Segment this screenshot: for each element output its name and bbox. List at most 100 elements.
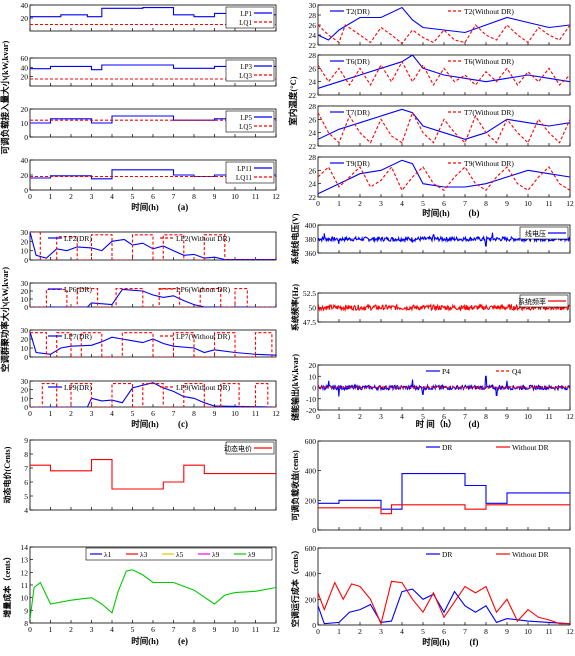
y-tick-label: 30	[21, 279, 29, 288]
x-tick-label: 4	[400, 627, 404, 636]
series-group	[318, 580, 570, 625]
legend-box	[519, 226, 569, 240]
x-tick-label: 3	[379, 199, 383, 208]
y-tick-label: 20	[21, 287, 29, 296]
y-tick-label: 20	[21, 171, 29, 180]
subplot-f-1: 0 200 400 600 可调负载收益(cents) DR Without DR	[290, 437, 571, 535]
series-line	[318, 303, 570, 312]
y-tick-label: 26	[309, 21, 317, 30]
x-tick-label: 0	[28, 409, 32, 418]
x-tick-label: 11	[545, 627, 552, 636]
legend-label: LP7(Without DR)	[176, 332, 231, 341]
y-tick-label: 20	[21, 335, 29, 344]
x-tick-label: 0	[28, 625, 32, 634]
y-tick-label: 9	[24, 606, 28, 615]
x-tick-label: 12	[272, 625, 280, 634]
series-group	[318, 473, 570, 515]
y-tick-label: 20	[21, 386, 29, 395]
series-line	[30, 232, 276, 260]
x-tick-label: 9	[505, 412, 509, 421]
x-tick-label: 2	[69, 625, 73, 634]
x-tick-label: 4	[110, 409, 114, 418]
y-tick-label: 8	[24, 450, 28, 459]
y-axis-label: 储能输出(kW,kvar)	[290, 354, 300, 422]
x-tick-label: 2	[358, 627, 362, 636]
legend-box	[519, 294, 569, 308]
x-tick-label: 9	[213, 192, 217, 201]
legend: T7(DR) T7(Without DR)	[330, 108, 514, 117]
series-line	[318, 473, 570, 510]
panel-label: (f)	[470, 637, 479, 647]
panel-a: 2040LP1LQ1204060LP3LQ301020LP5LQ502040LP…	[0, 1, 280, 212]
y-tick-label: 24	[309, 180, 317, 189]
x-tick-label: 0	[316, 199, 320, 208]
series-line	[318, 108, 570, 140]
legend-label: Q4	[512, 367, 521, 376]
legend: DR Without DR	[426, 550, 549, 559]
series-group	[30, 569, 276, 620]
legend-label: DR	[442, 443, 452, 452]
y-tick-label: 10	[21, 119, 29, 128]
x-tick-label: 9	[213, 409, 217, 418]
series-line	[318, 159, 570, 195]
y-tick-label: 40	[21, 63, 29, 72]
legend-label: 系统频率	[518, 297, 546, 306]
legend: P4 Q4	[426, 367, 521, 376]
legend-box	[225, 6, 275, 29]
y-tick-label: 6	[24, 478, 28, 487]
subplot-e-2: 8 9 10 11 12 13 14 增量成本（cents） λ1 λ3 λ5 λ9 λ9	[2, 543, 277, 628]
series-line	[30, 232, 276, 260]
series-line	[318, 384, 570, 390]
legend-box	[225, 441, 275, 455]
y-tick-label: 10	[21, 344, 29, 353]
y-tick-label: -20	[306, 406, 316, 415]
y-tick-label: 13	[21, 556, 29, 565]
legend-label: LP2(Without DR)	[176, 234, 231, 243]
y-tick-label: 0	[24, 186, 28, 195]
x-tick-label: 5	[131, 625, 135, 634]
series-line	[30, 64, 276, 71]
x-tick-label: 10	[231, 409, 239, 418]
legend-label: T9(DR)	[346, 159, 370, 168]
y-tick-label: 7	[24, 464, 28, 473]
y-tick-label: 30	[21, 377, 29, 386]
x-tick-label: 1	[49, 625, 53, 634]
x-tick-label: 11	[545, 199, 552, 208]
x-tick-label: 7	[463, 412, 467, 421]
legend-box	[85, 547, 273, 561]
y-axis-label: 动态电价(Cents)	[2, 446, 12, 503]
y-tick-label: 28	[309, 102, 317, 111]
x-tick-label: 4	[110, 192, 114, 201]
y-tick-label: 47.5	[303, 318, 316, 327]
y-tick-label: 28	[309, 11, 317, 20]
y-tick-label: 30	[21, 228, 29, 237]
x-tick-label: 0	[316, 627, 320, 636]
y-axis-label: 可调负载收益(cents)	[290, 450, 300, 521]
y-tick-label: 52.5	[303, 289, 316, 298]
y-axis-label: 空调运行成本（cents）	[290, 546, 300, 627]
panel-label: (b)	[469, 208, 480, 218]
x-tick-label: 12	[566, 627, 574, 636]
series-line	[30, 569, 276, 620]
legend-label: LP6(Without DR)	[176, 285, 231, 294]
y-tick-label: 24	[309, 78, 317, 87]
y-tick-label: 28	[309, 153, 317, 162]
y-tick-label: 360	[305, 249, 317, 258]
x-tick-label: 8	[484, 412, 488, 421]
y-tick-label: 30	[309, 1, 317, 10]
legend: LP7(DR) LP7(Without DR)	[48, 332, 231, 341]
x-axis-label: 时 间（h）	[416, 419, 457, 429]
y-tick-label: 10	[21, 247, 29, 256]
legend: T2(DR) T2(Without DR)	[330, 7, 514, 16]
legend: 线电压	[519, 226, 569, 240]
legend-box	[225, 59, 275, 82]
legend-label: LP1	[240, 10, 252, 18]
y-tick-label: 10	[21, 394, 29, 403]
legend: λ1 λ3 λ5 λ9 λ9	[85, 547, 273, 561]
y-tick-label: 20	[21, 73, 29, 82]
y-tick-label: 20	[21, 237, 29, 246]
